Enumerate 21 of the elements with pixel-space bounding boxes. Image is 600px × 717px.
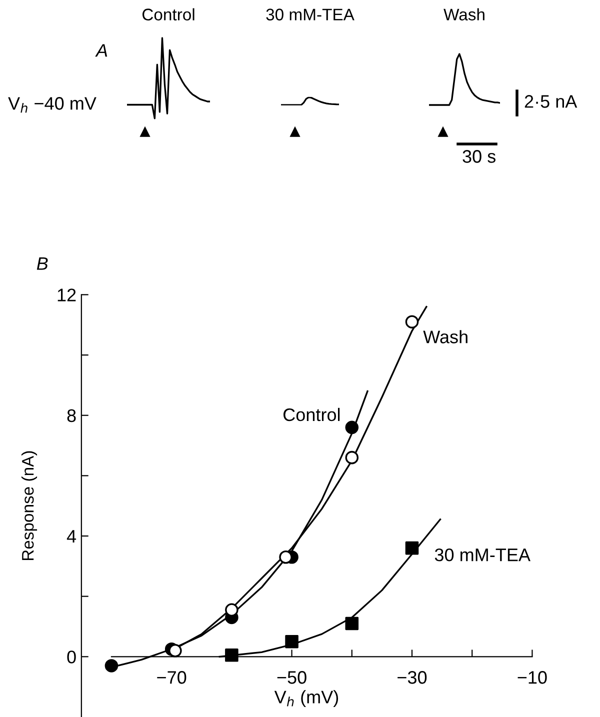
y-tick-label: 8 xyxy=(67,409,76,422)
x-tick-label: −70 xyxy=(157,671,186,684)
text: 30 s xyxy=(462,150,496,163)
chart-title: 30 mM-TEA xyxy=(266,8,354,20)
series-label: 30 mM-TEA xyxy=(434,548,530,562)
x-tick-label: −50 xyxy=(277,671,306,684)
y-tick-label: 0 xyxy=(67,650,76,664)
x-tick-label: −30 xyxy=(398,671,427,684)
y-tick-label: 12 xyxy=(58,288,76,302)
chart-title: Control xyxy=(142,8,194,20)
y-axis-title: Response (nA) xyxy=(21,451,38,560)
series-label: Wash xyxy=(423,330,468,344)
y-tick-label: 4 xyxy=(66,530,76,543)
chart-title: Wash xyxy=(444,8,484,20)
x-tick-label: −10 xyxy=(518,671,547,684)
series-label: Control xyxy=(283,408,340,422)
text: B xyxy=(36,257,48,270)
text: 2·5 nA xyxy=(524,95,578,108)
x-axis-title: V$_{h}$ (mV) xyxy=(274,690,338,707)
text: A xyxy=(95,44,108,57)
text: V$_{h}$ −40 mV xyxy=(8,97,96,113)
